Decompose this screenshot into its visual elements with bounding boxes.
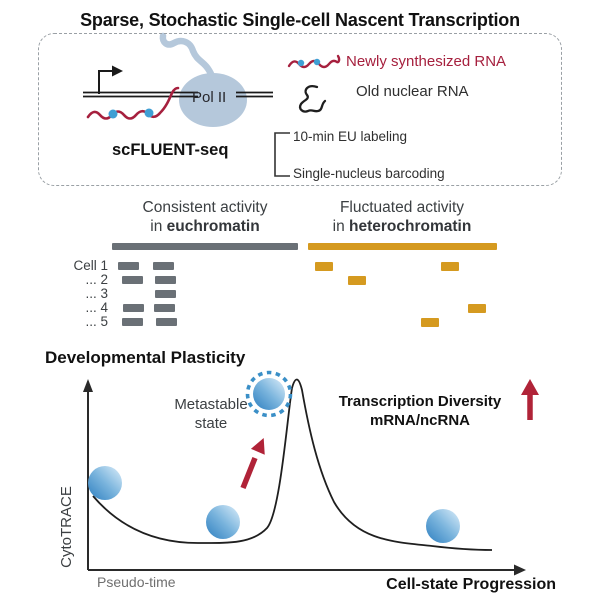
metastable-label-line1: Metastable (174, 396, 248, 413)
cell-sphere (206, 505, 240, 539)
heterochromatin-header: Fluctuated activity in heterochromatin (300, 198, 504, 236)
method-name: scFLUENT-seq (112, 141, 229, 159)
activity-dash-gray (123, 304, 144, 312)
activity-dash-gray (122, 276, 143, 284)
activity-dash-orange (315, 262, 333, 271)
up-right-arrow-icon (240, 437, 265, 490)
euchromatin-bar (112, 243, 298, 250)
annotation-line2: mRNA/ncRNA (369, 412, 470, 429)
legend-old-nuclear-rna: Old nuclear RNA (356, 83, 469, 100)
activity-dash-orange (348, 276, 366, 285)
cell-row-label: ... 3 (85, 286, 108, 301)
figure-title: Sparse, Stochastic Single-cell Nascent T… (80, 10, 520, 30)
x-axis-label-pseudotime: Pseudo-time (97, 574, 176, 590)
legend-newly-synthesized-rna: Newly synthesized RNA (346, 53, 507, 70)
method-box (38, 33, 562, 186)
activity-dash-gray (122, 318, 143, 326)
method-step-barcoding: Single-nucleus barcoding (293, 166, 445, 181)
x-axis-arrowhead-icon (514, 564, 526, 576)
metastable-label-line2: state (194, 415, 228, 432)
activity-dash-orange (468, 304, 486, 313)
heterochromatin-bar (308, 243, 497, 250)
plot-heading: Developmental Plasticity (45, 348, 246, 367)
euchromatin-header: Consistent activity in euchromatin (103, 198, 307, 236)
cell-row-label: ... 5 (85, 314, 108, 329)
up-arrow-icon (521, 379, 539, 420)
x-axis-label-cell-state: Cell-state Progression (386, 576, 556, 593)
activity-dash-gray (154, 304, 175, 312)
method-step-eu-labeling: 10-min EU labeling (293, 129, 408, 144)
y-axis-arrowhead-icon (83, 379, 93, 392)
heterochromatin-header-line2: in heterochromatin (332, 218, 472, 235)
euchromatin-header-line1: Consistent activity (142, 199, 268, 216)
activity-dash-gray (156, 318, 177, 326)
pol2-label: Pol II (192, 89, 227, 106)
transcription-diversity-annotation: Transcription Diversity mRNA/ncRNA (328, 392, 512, 430)
annotation-line1: Transcription Diversity (338, 393, 502, 410)
cell-sphere (426, 509, 460, 543)
activity-dash-gray (118, 262, 139, 270)
activity-dash-gray (153, 262, 174, 270)
metastable-label: Metastable state (150, 395, 272, 433)
cell-sphere (88, 466, 122, 500)
activity-dash-orange (421, 318, 439, 327)
euchromatin-header-line2: in euchromatin (150, 218, 260, 235)
heterochromatin-header-line1: Fluctuated activity (339, 199, 465, 216)
y-axis-label: CytoTRACE (58, 486, 75, 568)
cell-row-label: ... 2 (85, 272, 108, 287)
activity-dash-gray (155, 276, 176, 284)
activity-dash-gray (155, 290, 176, 298)
cell-row-label: ... 4 (85, 300, 108, 315)
activity-dash-orange (441, 262, 459, 271)
cell-row-label: Cell 1 (73, 258, 108, 273)
